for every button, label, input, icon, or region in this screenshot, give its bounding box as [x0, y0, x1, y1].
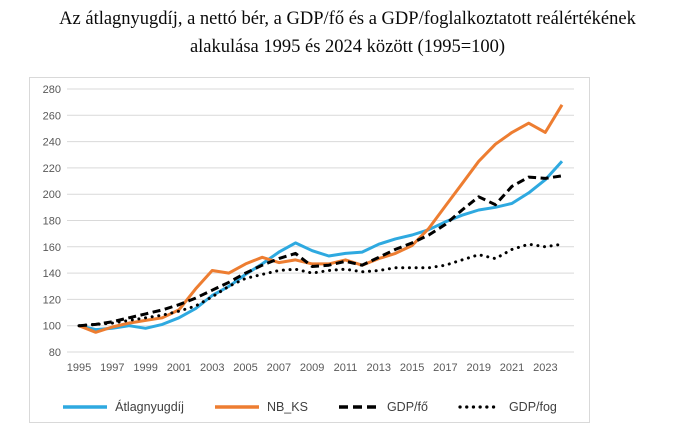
legend-swatch-line-icon	[214, 405, 259, 409]
chart-legend: Átlagnyugdíj NB_KS GDP/fő GDP/fog	[30, 400, 589, 414]
svg-text:140: 140	[43, 268, 61, 280]
svg-text:1997: 1997	[100, 362, 124, 374]
svg-text:120: 120	[43, 294, 61, 306]
svg-text:160: 160	[43, 242, 61, 254]
svg-text:2005: 2005	[233, 362, 257, 374]
legend-item-nb-ks: NB_KS	[214, 400, 308, 414]
svg-text:2015: 2015	[400, 362, 424, 374]
svg-text:2019: 2019	[466, 362, 490, 374]
svg-text:2013: 2013	[367, 362, 391, 374]
svg-text:2017: 2017	[433, 362, 457, 374]
svg-text:1999: 1999	[133, 362, 157, 374]
legend-item-gdp-fog: GDP/fog	[458, 400, 557, 414]
svg-text:2007: 2007	[267, 362, 291, 374]
svg-text:180: 180	[43, 216, 61, 228]
svg-text:2011: 2011	[334, 362, 358, 374]
legend-label-gdp-fo: GDP/fő	[386, 400, 428, 414]
chart-frame: 280 260 240 220 200 180 160 140 120 100 80 1995 1997…	[29, 77, 590, 423]
svg-text:2003: 2003	[200, 362, 224, 374]
legend-swatch-dashed-line-icon	[338, 405, 379, 409]
legend-label-atlagnyugdij: Átlagnyugdíj	[115, 400, 184, 414]
svg-text:200: 200	[43, 189, 61, 201]
legend-item-atlagnyugdij: Átlagnyugdíj	[62, 400, 184, 414]
svg-text:260: 260	[43, 110, 61, 122]
legend-swatch-line-icon	[63, 405, 108, 409]
svg-text:280: 280	[43, 84, 61, 96]
chart-canvas: 280 260 240 220 200 180 160 140 120 100 80 1995 1997…	[43, 84, 574, 374]
svg-text:2001: 2001	[167, 362, 191, 374]
svg-text:100: 100	[43, 321, 61, 333]
chart-title: Az átlagnyugdíj, a nettó bér, a GDP/fő é…	[0, 6, 695, 62]
chart-title-line1: Az átlagnyugdíj, a nettó bér, a GDP/fő é…	[59, 9, 636, 29]
svg-text:2023: 2023	[533, 362, 557, 374]
svg-text:240: 240	[43, 137, 61, 149]
legend-swatch-dotted-line-icon	[458, 405, 502, 409]
legend-label-gdp-fog: GDP/fog	[508, 400, 557, 414]
svg-text:80: 80	[49, 347, 61, 359]
chart-title-line2: alakulása 1995 és 2024 között (1995=100)	[189, 36, 506, 57]
legend-item-gdp-fo: GDP/fő	[338, 400, 428, 414]
svg-text:2021: 2021	[500, 362, 524, 374]
svg-text:1995: 1995	[67, 362, 91, 374]
svg-text:2009: 2009	[300, 362, 324, 374]
svg-text:220: 220	[43, 163, 61, 175]
legend-label-nb-ks: NB_KS	[266, 400, 308, 414]
